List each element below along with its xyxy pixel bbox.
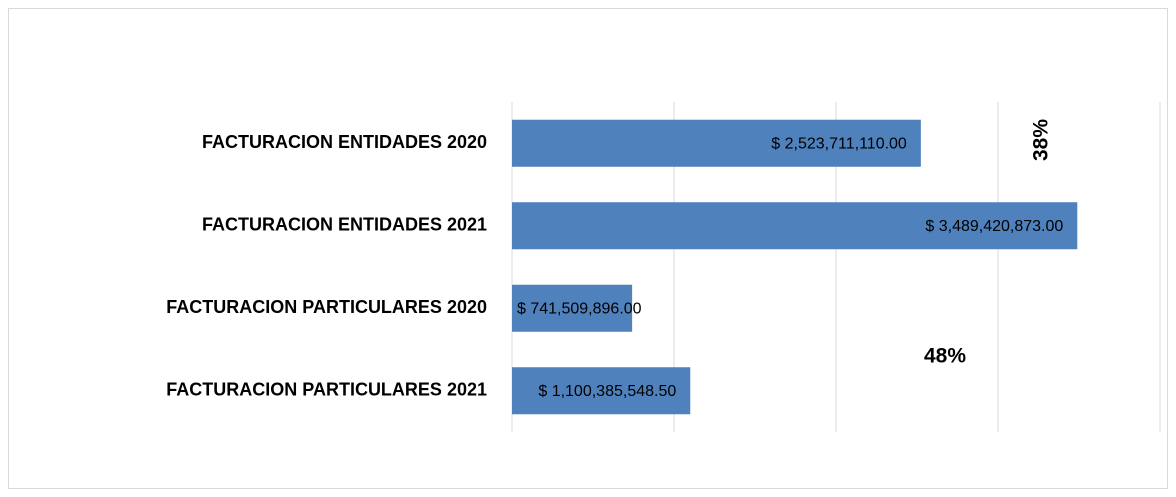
category-label: FACTURACION ENTIDADES 2021 (202, 215, 487, 235)
value-label: $ 1,100,385,548.50 (538, 383, 676, 400)
bar (512, 119, 921, 167)
category-label: FACTURACION PARTICULARES 2021 (166, 380, 487, 400)
category-label: FACTURACION ENTIDADES 2020 (202, 132, 487, 152)
category-label: FACTURACION PARTICULARES 2020 (166, 297, 487, 317)
value-label: $ 2,523,711,110.00 (771, 135, 907, 152)
annotation: 48% (924, 345, 966, 368)
annotation: 38% (1030, 119, 1053, 161)
bar (512, 367, 691, 415)
value-label: $ 741,509,896.00 (517, 300, 642, 317)
value-label: $ 3,489,420,873.00 (925, 218, 1063, 235)
bar (512, 202, 1078, 250)
bar (512, 284, 633, 332)
